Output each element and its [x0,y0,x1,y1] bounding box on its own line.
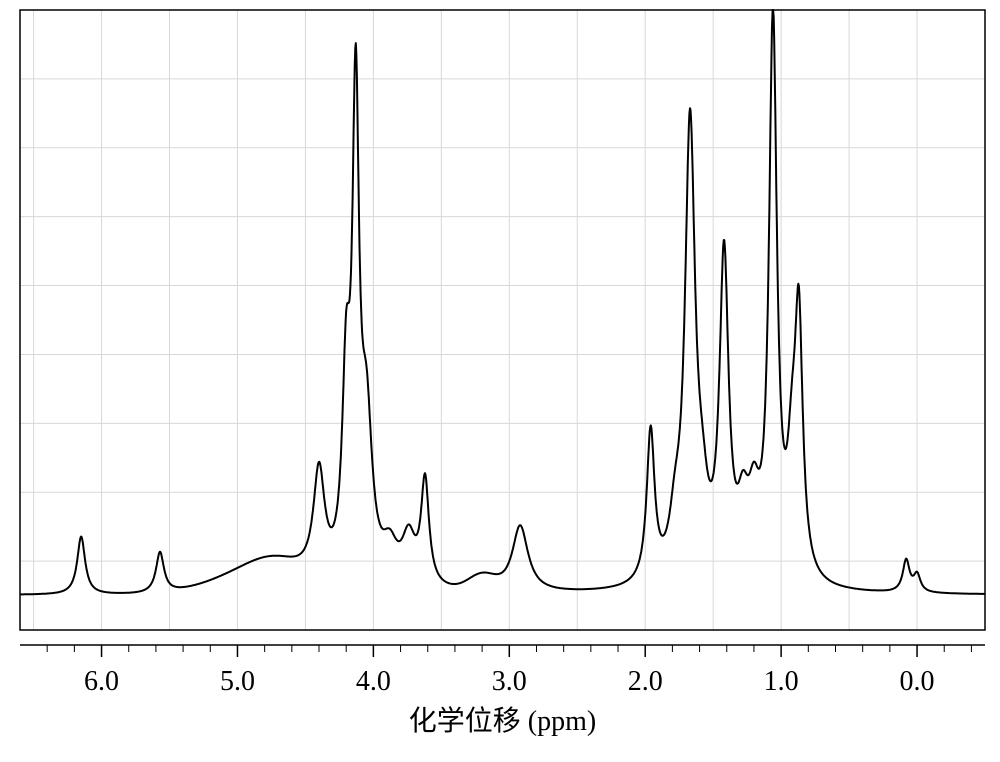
x-tick-label: 5.0 [220,666,255,697]
x-tick-label: 6.0 [84,666,119,697]
x-tick-label: 2.0 [628,666,663,697]
chart-svg: 0.0 1.0 2.0 3.0 4.0 5.0 6.0 化学位移 (ppm) [0,0,1000,762]
x-tick-label: 3.0 [492,666,527,697]
x-tick-label: 4.0 [356,666,391,697]
x-tick-label: 1.0 [764,666,799,697]
x-axis-label: 化学位移 (ppm) [409,705,596,737]
nmr-spectrum-chart: 0.0 1.0 2.0 3.0 4.0 5.0 6.0 化学位移 (ppm) [0,0,1000,762]
x-tick-label: 0.0 [900,666,935,697]
